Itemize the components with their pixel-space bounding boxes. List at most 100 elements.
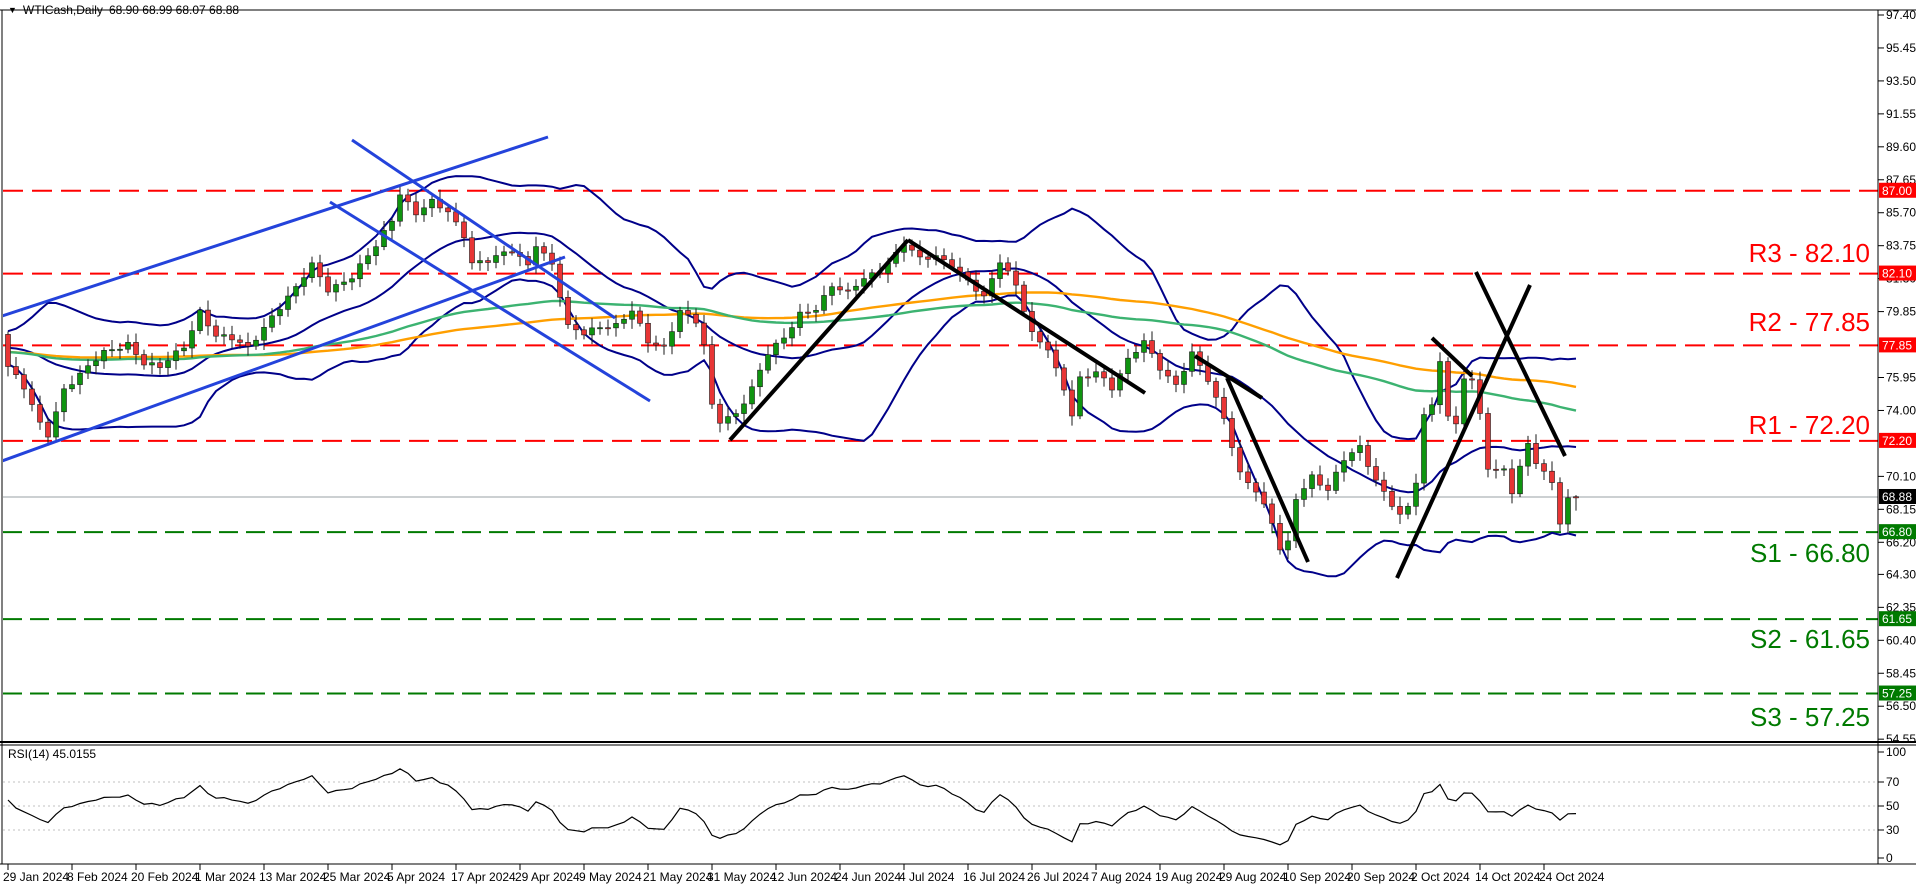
candle-body-down (1541, 463, 1547, 472)
candle-body-up (1077, 376, 1083, 417)
rsi-axis[interactable]: 100 70 50 30 0 (1878, 745, 1906, 865)
candle-body-down (1069, 389, 1075, 417)
candle-body-up (749, 386, 755, 405)
date-tick-label: 16 Jul 2024 (963, 870, 1025, 884)
candle-body-up (173, 350, 179, 362)
symbol-dropdown-icon[interactable]: ▼ (8, 5, 17, 15)
price-level-badge-text: 61.65 (1882, 612, 1912, 626)
candle-body-down (1277, 523, 1283, 551)
candle-body-down (1045, 341, 1051, 351)
candle-body-up (117, 348, 123, 351)
price-level-badge-text: 77.85 (1882, 338, 1912, 352)
candle-body-up (1501, 468, 1507, 471)
candle-body-up (253, 339, 259, 347)
candle-body-up (613, 323, 619, 329)
date-tick-label: 20 Feb 2024 (131, 870, 199, 884)
date-tick-label: 13 Mar 2024 (259, 870, 327, 884)
candle-body-up (221, 334, 227, 337)
candle-body-up (61, 388, 67, 413)
candle-body-up (1309, 474, 1315, 489)
candle-body-up (77, 372, 83, 385)
candle-body-up (93, 360, 99, 367)
candle-body-down (701, 322, 707, 345)
candle-body-up (301, 277, 307, 287)
level-label-s2: S2 - 61.65 (1750, 624, 1870, 654)
candle-body-up (1413, 482, 1419, 507)
candle-body-down (805, 311, 811, 314)
candle-body-up (1125, 357, 1131, 374)
date-tick-label: 20 Sep 2024 (1347, 870, 1415, 884)
candle-body-up (629, 310, 635, 320)
candle-body-down (1165, 369, 1171, 377)
price-axis[interactable]: 97.4095.4593.5091.5589.6087.6585.7083.75… (1878, 8, 1916, 746)
candle-body-up (357, 263, 363, 280)
trendlines-blue-layer (3, 135, 651, 463)
price-tick-label: 97.40 (1886, 8, 1916, 22)
candle-body-down (413, 201, 419, 216)
rsi-panel-surface[interactable] (3, 746, 1878, 863)
price-tick-label: 93.50 (1886, 74, 1916, 88)
candle-body-up (149, 362, 155, 366)
candle-body-down (45, 421, 51, 438)
candle-body-down (637, 310, 643, 324)
candle-body-up (373, 246, 379, 257)
level-label-r1: R1 - 72.20 (1748, 410, 1870, 440)
candle-body-down (1021, 284, 1027, 312)
candle-body-down (29, 388, 35, 405)
level-label-s3: S3 - 57.25 (1750, 702, 1870, 732)
candle-body-down (925, 256, 931, 260)
candle-body-up (1293, 499, 1299, 542)
candle-body-down (133, 342, 139, 355)
candle-body-down (709, 344, 715, 405)
candle-body-up (621, 318, 627, 324)
candle-body-down (1237, 447, 1243, 473)
date-tick-label: 31 May 2024 (707, 870, 777, 884)
date-tick-label: 29 Jan 2024 (3, 870, 69, 884)
candle-body-up (1341, 460, 1347, 473)
candle-body-up (1189, 351, 1195, 372)
candle-body-down (213, 325, 219, 337)
candle-body-up (997, 262, 1003, 279)
sr-lines-layer (3, 189, 1878, 695)
candle-body-down (325, 276, 331, 293)
candle-body-up (789, 327, 795, 339)
candle-body-up (85, 365, 91, 374)
candle-body-down (1229, 418, 1235, 448)
candle-body-up (197, 309, 203, 331)
candle-body-down (909, 244, 915, 251)
date-tick-label: 24 Jun 2024 (835, 870, 901, 884)
candle-body-down (405, 194, 411, 203)
candle-body-up (829, 286, 835, 296)
candle-body-up (181, 347, 187, 352)
candle-body-down (845, 289, 851, 292)
candle-body-up (309, 262, 315, 278)
candle-body-up (1517, 465, 1523, 495)
price-tick-label: 70.10 (1886, 469, 1916, 483)
candle-body-up (1285, 540, 1291, 551)
candle-body-up (733, 413, 739, 417)
candle-body-down (1269, 503, 1275, 524)
black-trendline (1225, 377, 1310, 563)
candle-body-down (1205, 365, 1211, 382)
price-level-badge (1879, 337, 1916, 353)
candle-body-up (773, 342, 779, 355)
candle-body-up (1357, 445, 1363, 453)
date-tick-label: 12 Jun 2024 (771, 870, 837, 884)
candle-body-up (125, 342, 131, 350)
candle-body-up (1093, 371, 1099, 378)
rsi-tick-label: 30 (1886, 823, 1900, 837)
price-tick-label: 62.35 (1886, 600, 1916, 614)
candle-body-down (1365, 445, 1371, 467)
candle-body-up (1349, 452, 1355, 461)
candle-body-up (349, 278, 355, 283)
price-level-badge (1879, 524, 1916, 540)
candle-body-down (1317, 474, 1323, 486)
rsi-tick-label: 100 (1886, 745, 1906, 759)
candle-body-down (141, 354, 147, 366)
candle-body-up (429, 198, 435, 209)
candle-body-down (941, 255, 947, 260)
candle-body-up (757, 369, 763, 388)
